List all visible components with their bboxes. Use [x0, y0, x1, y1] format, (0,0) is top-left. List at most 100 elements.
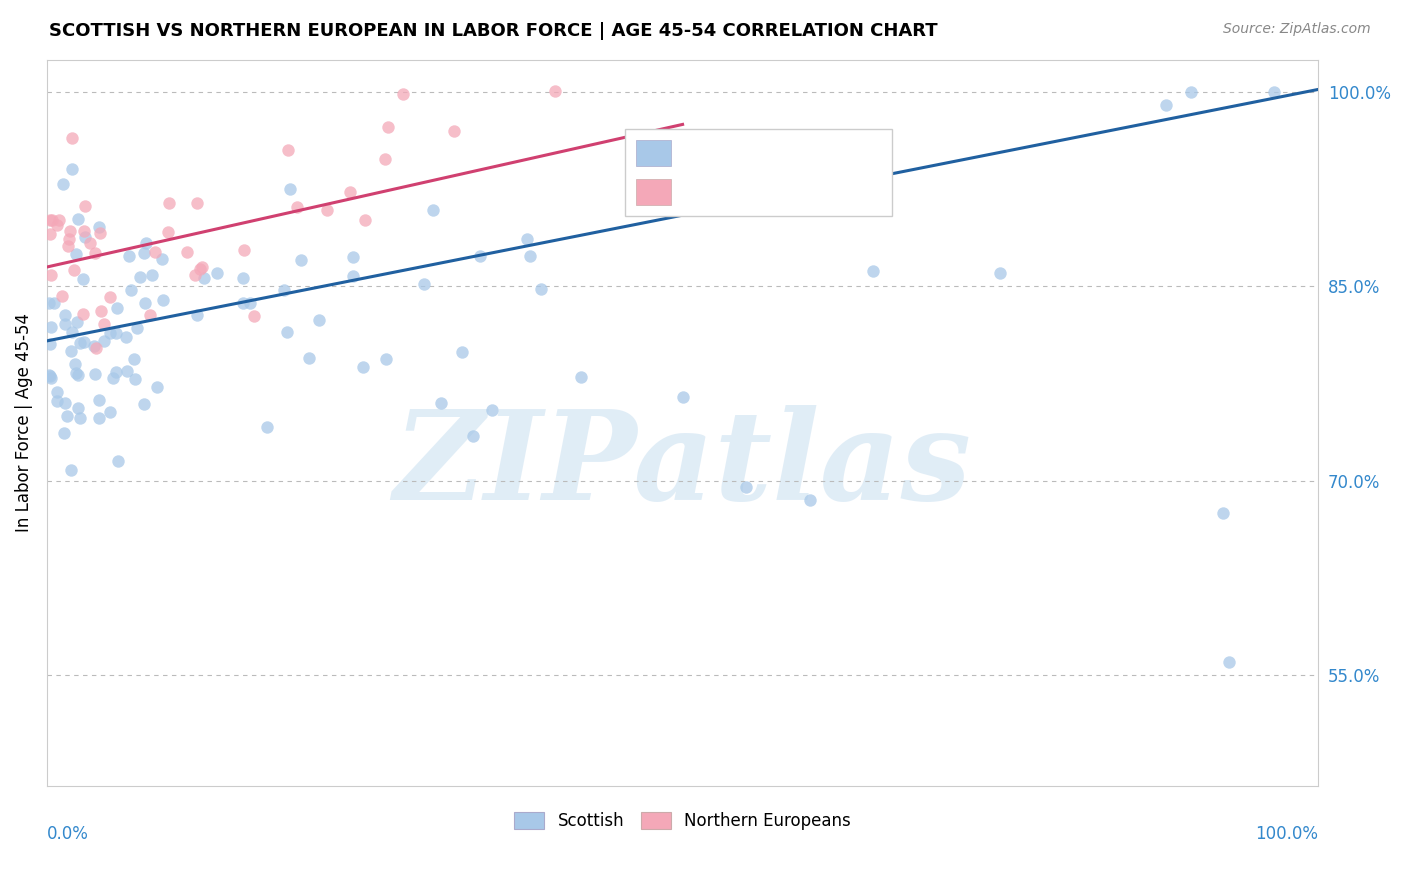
Point [115, 330, 138, 344]
Point [38, 296, 60, 310]
Point [193, 271, 215, 285]
Point [342, 250, 364, 264]
Point [298, 351, 321, 366]
Point [73, 224, 96, 238]
Point [120, 283, 142, 297]
Point [46, 394, 69, 409]
Point [392, 87, 415, 101]
Point [63, 357, 86, 371]
Point [39, 227, 62, 241]
Point [134, 296, 156, 310]
Point [308, 313, 330, 327]
Point [69, 336, 91, 351]
Point [38, 336, 60, 351]
Point [243, 310, 266, 324]
Point [422, 203, 444, 218]
Point [150, 252, 173, 267]
Point [443, 124, 465, 138]
Point [315, 203, 337, 218]
Point [53, 396, 76, 410]
Point [58, 232, 80, 246]
Point [103, 371, 125, 385]
Point [353, 213, 375, 227]
Point [38, 368, 60, 382]
Point [141, 268, 163, 282]
Point [184, 268, 207, 282]
Point [66, 212, 89, 227]
Point [1263, 85, 1285, 99]
Point [51, 289, 73, 303]
Point [67, 401, 90, 415]
Point [188, 262, 211, 277]
Text: 100.0%: 100.0% [1256, 825, 1319, 844]
Point [83, 338, 105, 352]
Point [138, 308, 160, 322]
Point [339, 185, 361, 199]
Point [1180, 85, 1202, 99]
Point [67, 368, 90, 382]
Point [125, 321, 148, 335]
Point [412, 277, 434, 292]
Point [276, 325, 298, 339]
Point [59, 224, 82, 238]
Point [278, 182, 301, 196]
Point [157, 225, 180, 239]
Point [60, 463, 83, 477]
Point [93, 317, 115, 331]
Point [152, 293, 174, 308]
Point [990, 267, 1012, 281]
Point [115, 364, 138, 378]
Point [544, 84, 567, 98]
Point [66, 315, 89, 329]
Point [98, 405, 121, 419]
Point [41, 213, 63, 227]
Point [48, 213, 70, 227]
Point [273, 283, 295, 297]
Point [107, 454, 129, 468]
Point [128, 270, 150, 285]
Point [232, 296, 254, 310]
Point [39, 212, 62, 227]
Point [60, 130, 83, 145]
Point [84, 368, 107, 382]
Point [84, 246, 107, 260]
Point [569, 370, 592, 384]
Text: SCOTTISH VS NORTHERN EUROPEAN IN LABOR FORCE | AGE 45-54 CORRELATION CHART: SCOTTISH VS NORTHERN EUROPEAN IN LABOR F… [49, 22, 938, 40]
Point [1218, 656, 1240, 670]
Point [232, 243, 254, 257]
Point [39, 268, 62, 282]
Point [58, 238, 80, 252]
Point [69, 411, 91, 425]
Point [146, 380, 169, 394]
Point [93, 334, 115, 349]
Point [38, 369, 60, 384]
Point [157, 196, 180, 211]
Point [42, 296, 65, 310]
Point [799, 493, 821, 508]
Point [73, 334, 96, 349]
Point [143, 244, 166, 259]
Point [186, 196, 208, 211]
Point [79, 235, 101, 250]
Point [186, 308, 208, 322]
Point [516, 232, 538, 246]
Point [87, 393, 110, 408]
Point [191, 260, 214, 275]
Point [232, 270, 254, 285]
Point [84, 341, 107, 355]
Point [53, 426, 76, 441]
Point [52, 177, 75, 191]
Point [53, 318, 76, 332]
Point [98, 290, 121, 304]
Point [41, 371, 63, 385]
Point [256, 419, 278, 434]
Point [60, 344, 83, 359]
Point [105, 365, 128, 379]
Point [75, 199, 97, 213]
Point [352, 359, 374, 374]
Point [342, 268, 364, 283]
Point [39, 319, 62, 334]
Point [671, 390, 693, 404]
Legend: Scottish, Northern Europeans: Scottish, Northern Europeans [508, 805, 858, 837]
Point [60, 161, 83, 176]
